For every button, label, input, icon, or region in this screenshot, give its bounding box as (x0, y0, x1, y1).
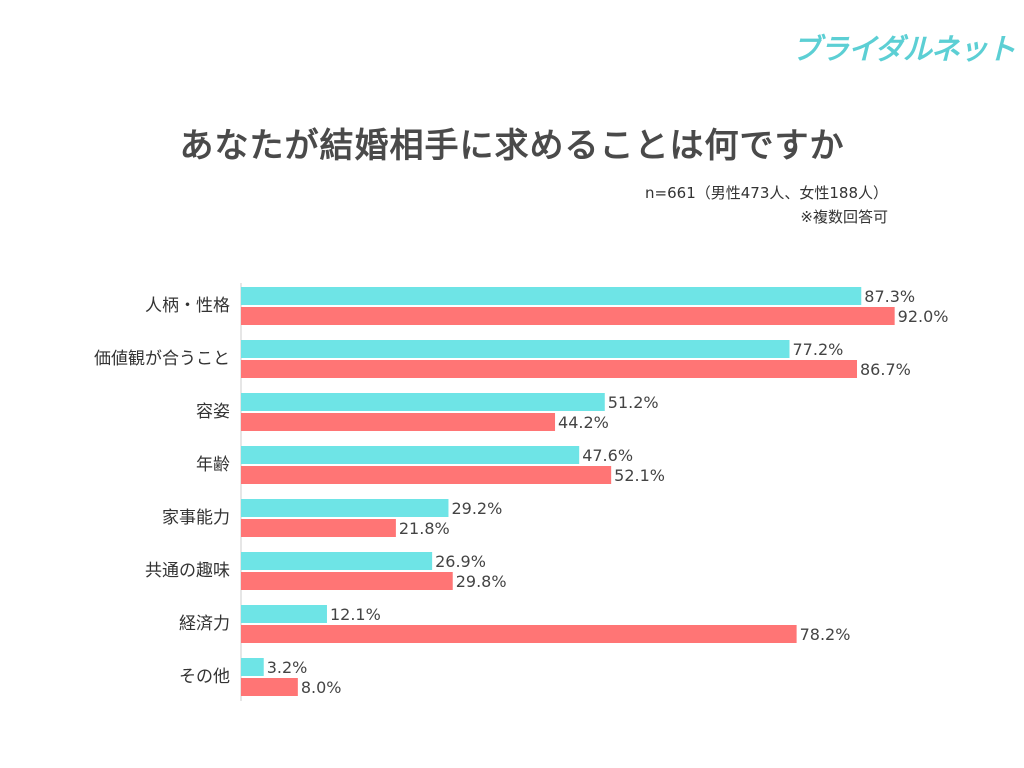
bar-series-1 (241, 605, 327, 623)
data-label: 29.8% (456, 572, 507, 591)
category-label: その他 (179, 667, 230, 687)
chart-title: あなたが結婚相手に求めることは何ですか (179, 126, 845, 166)
bar-series-2 (241, 678, 298, 696)
data-label: 92.0% (898, 307, 949, 326)
category-label: 経済力 (179, 614, 230, 634)
data-label: 29.2% (451, 499, 502, 518)
category-label: 共通の趣味 (145, 561, 230, 581)
category-label: 家事能力 (162, 508, 230, 528)
bar-series-2 (241, 519, 396, 537)
multiple-answer-note: ※複数回答可 (800, 208, 888, 226)
category-label: 容姿 (196, 402, 230, 422)
data-label: 12.1% (330, 605, 381, 624)
bar-series-2 (241, 572, 453, 590)
bar-series-1 (241, 658, 264, 676)
bar-series-2 (241, 413, 556, 431)
data-label: 51.2% (608, 393, 659, 412)
data-label: 52.1% (614, 466, 665, 485)
data-label: 77.2% (793, 340, 844, 359)
sample-size-note: n=661（男性473人、女性188人） (645, 184, 888, 202)
bar-series-1 (241, 446, 580, 464)
bar-series-1 (241, 552, 433, 570)
bar-series-2 (241, 360, 858, 378)
data-label: 78.2% (800, 625, 851, 644)
category-label: 年齢 (196, 455, 230, 475)
data-label: 21.8% (399, 519, 450, 538)
data-label: 47.6% (582, 446, 633, 465)
data-label: 44.2% (558, 413, 609, 432)
bar-series-1 (241, 499, 449, 517)
bar-series-2 (241, 625, 797, 643)
bar-series-1 (241, 287, 862, 305)
data-label: 87.3% (864, 287, 915, 306)
bar-series-2 (241, 307, 895, 325)
data-label: 8.0% (301, 678, 342, 697)
data-label: 26.9% (435, 552, 486, 571)
category-label: 価値観が合うこと (94, 349, 230, 369)
brand-logo: ブライダルネット (792, 32, 1016, 66)
category-label: 人柄・性格 (145, 296, 230, 316)
data-label: 3.2% (267, 658, 308, 677)
bar-series-2 (241, 466, 612, 484)
bar-series-1 (241, 340, 790, 358)
data-label: 86.7% (860, 360, 911, 379)
bar-series-1 (241, 393, 605, 411)
